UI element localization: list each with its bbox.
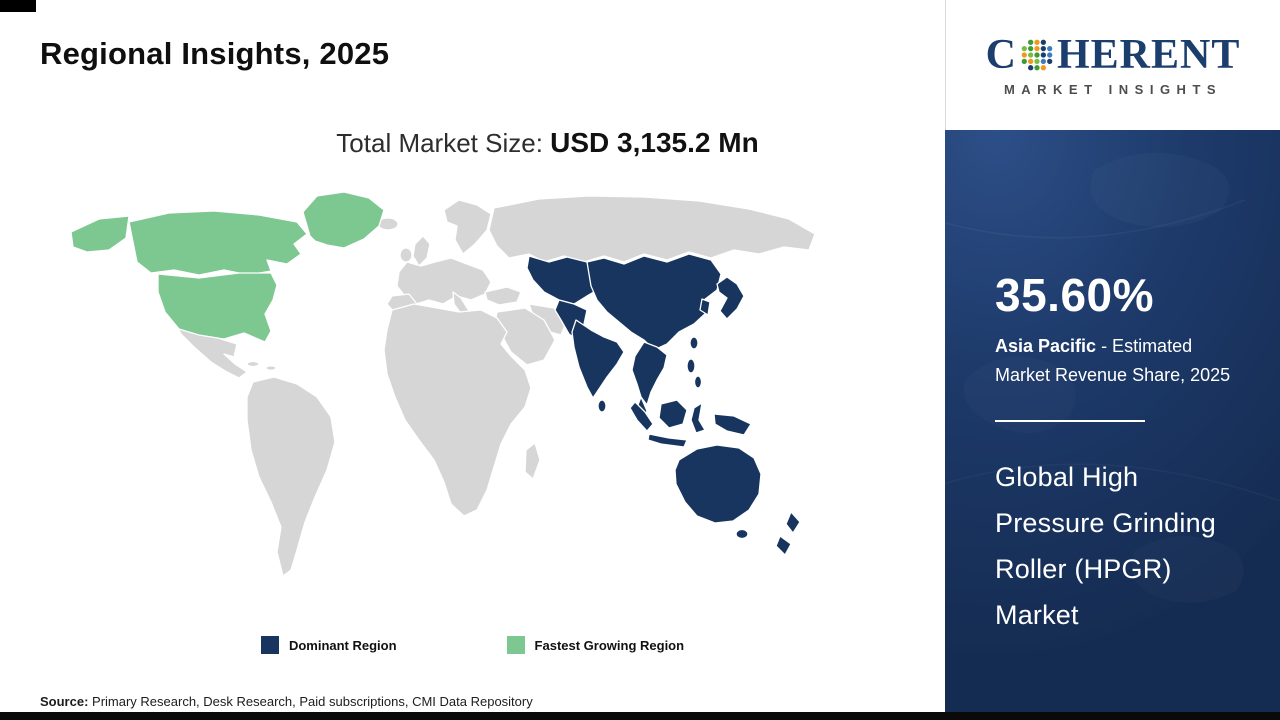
sidebar-panel: 35.60% Asia Pacific - Estimated Market R… <box>945 130 1280 720</box>
dominant-region-swatch <box>260 636 279 654</box>
corner-accent <box>0 0 36 12</box>
market-share-caption: - Estimated Market Revenue Share, 2025 <box>995 336 1231 385</box>
logo-area: C HERENT MARKET INSIGHTS <box>945 0 1280 130</box>
market-name: Global High Pressure Grinding Roller (HP… <box>995 462 1216 630</box>
globe-dots-icon <box>1021 39 1053 70</box>
market-share-region: Asia Pacific <box>995 336 1097 356</box>
logo-letter-c: C <box>985 31 1017 78</box>
coherent-market-insights-logo: C HERENT MARKET INSIGHTS <box>986 34 1241 97</box>
dominant-region-label: Dominant Region <box>288 637 397 653</box>
legend-item-dominant: Dominant Region <box>260 636 397 654</box>
world-map <box>38 191 820 632</box>
sidebar-content: 35.60% Asia Pacific - Estimated Market R… <box>945 130 1280 638</box>
world-map-svg <box>70 191 816 577</box>
total-market-size-label: Total Market Size: <box>336 128 551 158</box>
logo-tagline: MARKET INSIGHTS <box>1003 81 1223 97</box>
fastest-growing-region-label: Fastest Growing Region <box>534 637 685 653</box>
main-content: Regional Insights, 2025 Total Market Siz… <box>0 36 945 709</box>
page-title: Regional Insights, 2025 <box>40 36 390 71</box>
bottom-border-bar <box>0 712 1280 720</box>
region-rest-of-world <box>174 195 816 577</box>
panel-map-watermark-icon <box>945 199 1246 239</box>
total-market-size: Total Market Size: USD 3,135.2 Mn <box>150 127 945 159</box>
source-note: Source: Primary Research, Desk Research,… <box>40 694 533 709</box>
source-text: Primary Research, Desk Research, Paid su… <box>88 694 533 709</box>
total-market-size-value: USD 3,135.2 Mn <box>550 127 759 158</box>
region-asia-pacific <box>526 253 801 556</box>
market-share-description: Asia Pacific - Estimated Market Revenue … <box>995 332 1233 390</box>
panel-divider <box>995 420 1145 422</box>
map-legend: Dominant Region Fastest Growing Region <box>0 636 945 654</box>
market-share-value: 35.60% <box>995 269 1155 321</box>
region-north-america <box>70 191 385 343</box>
logo-letters-herent: HERENT <box>1056 31 1241 78</box>
legend-item-fastest-growing: Fastest Growing Region <box>506 636 685 654</box>
fastest-growing-region-swatch <box>506 636 525 654</box>
logo-wordmark: C HERENT <box>986 34 1241 76</box>
source-label: Source: <box>40 694 89 709</box>
